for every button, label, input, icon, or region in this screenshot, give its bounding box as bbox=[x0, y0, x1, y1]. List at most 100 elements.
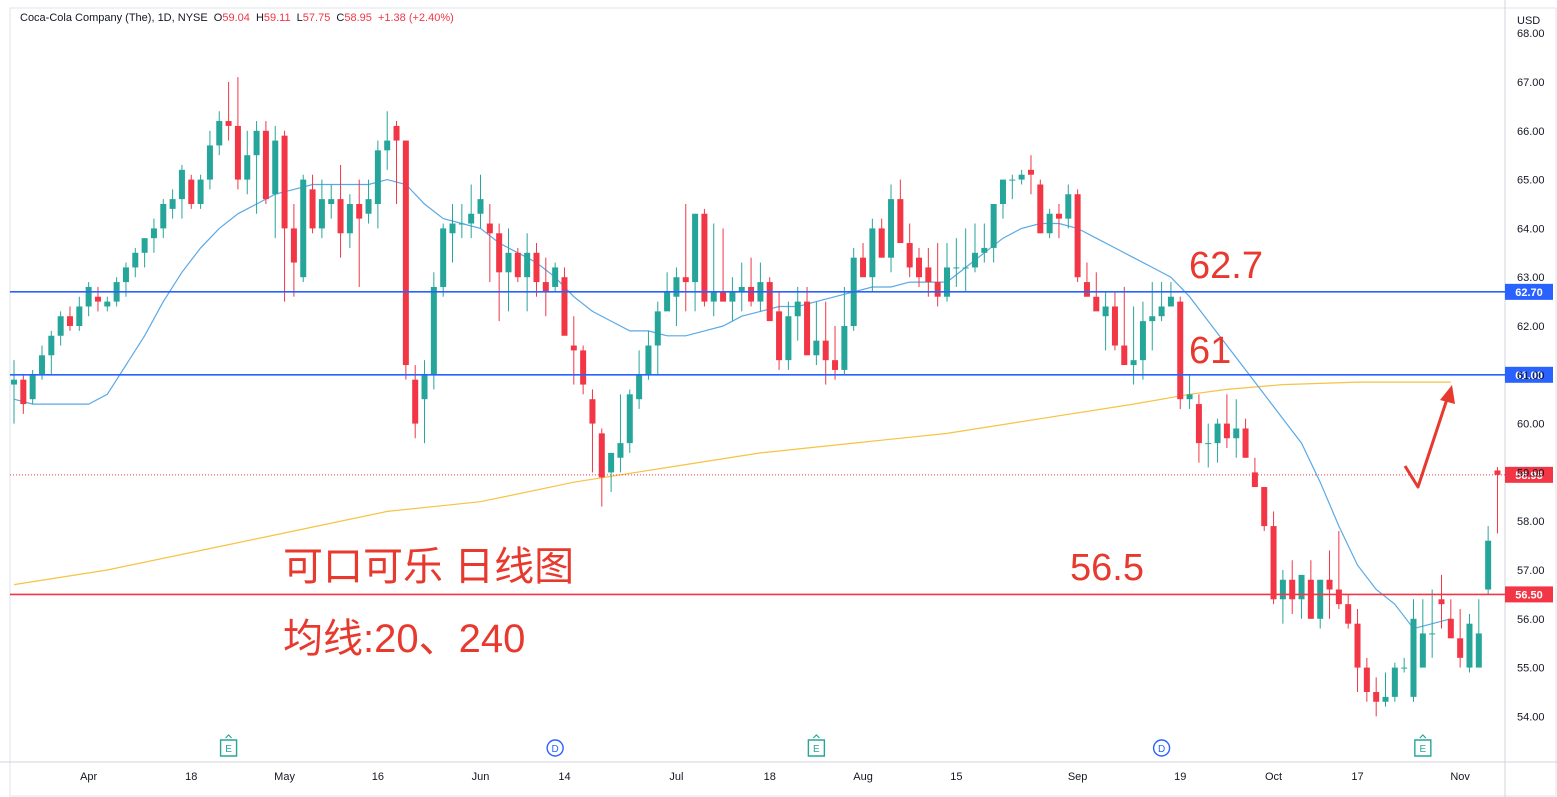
annotation-level-56-5: 56.5 bbox=[1070, 547, 1144, 589]
event-letter: D bbox=[552, 744, 559, 755]
x-tick-label: Sep bbox=[1068, 771, 1088, 783]
exchange: NYSE bbox=[177, 12, 208, 24]
candle-body bbox=[1335, 589, 1342, 605]
annotation-title: 可口可乐 日线图 bbox=[283, 545, 574, 589]
candle-body bbox=[449, 223, 456, 234]
event-letter: E bbox=[1419, 744, 1426, 755]
interval[interactable]: 1D bbox=[157, 12, 172, 24]
candle-body bbox=[356, 204, 363, 219]
candle-body bbox=[477, 199, 484, 214]
candle bbox=[1018, 169, 1025, 185]
candle bbox=[1177, 296, 1184, 409]
candle-body bbox=[682, 277, 689, 283]
y-tick-label: 64.00 bbox=[1517, 223, 1545, 235]
candle bbox=[1251, 457, 1258, 488]
candle-body bbox=[1270, 526, 1277, 600]
candle-body bbox=[1186, 394, 1193, 400]
candle-body bbox=[1363, 667, 1370, 692]
candle bbox=[421, 360, 428, 444]
time-axis: Apr 18 May 16 Jun 14 Jul 18 Aug 15 Sep 19 Oct 17 Nov bbox=[80, 771, 1470, 783]
candle-body bbox=[580, 350, 587, 385]
candle bbox=[262, 121, 269, 204]
candle-body bbox=[962, 267, 969, 269]
candle-body bbox=[916, 257, 923, 278]
y-tick-label: 62.00 bbox=[1517, 321, 1545, 333]
earnings-caret bbox=[225, 734, 233, 739]
candle-body bbox=[85, 286, 92, 307]
candle bbox=[1447, 599, 1454, 639]
candle-body bbox=[1149, 316, 1156, 322]
level-tag-text: 61.00 bbox=[1515, 370, 1543, 382]
candle bbox=[85, 282, 92, 317]
candle-body bbox=[1382, 696, 1389, 702]
candle-body bbox=[692, 213, 699, 283]
candle bbox=[1065, 184, 1072, 229]
candle bbox=[1485, 526, 1492, 595]
candle-body bbox=[178, 169, 185, 200]
candle bbox=[486, 204, 493, 283]
candle bbox=[11, 360, 17, 424]
event-marker-e: E bbox=[1414, 734, 1432, 757]
candle bbox=[29, 369, 36, 405]
event-marker-e: E bbox=[807, 734, 826, 757]
ma20-layer bbox=[13, 178, 1451, 630]
x-tick-label: 19 bbox=[1174, 771, 1186, 783]
candle bbox=[328, 184, 335, 219]
low-label: L bbox=[296, 12, 303, 24]
y-tick-label: 68.00 bbox=[1517, 28, 1545, 40]
candle bbox=[290, 204, 297, 297]
candle bbox=[1270, 511, 1277, 605]
candle-body bbox=[944, 267, 950, 297]
horizontal-lines-layer bbox=[10, 291, 1505, 596]
candle-body bbox=[934, 282, 941, 297]
candle-body bbox=[1447, 618, 1454, 639]
candle-body bbox=[1485, 540, 1492, 590]
candle bbox=[589, 389, 596, 473]
candle-body bbox=[598, 433, 605, 478]
annotation-level-62-7: 62.7 bbox=[1189, 245, 1263, 287]
candle-body bbox=[104, 301, 111, 307]
x-tick-label: Jul bbox=[669, 771, 683, 783]
candle bbox=[122, 262, 129, 297]
candle-body bbox=[1419, 633, 1426, 668]
candle bbox=[542, 257, 549, 317]
symbol-name[interactable]: Coca-Cola Company (The) bbox=[20, 12, 152, 24]
candle bbox=[412, 365, 419, 439]
x-tick-label: 14 bbox=[558, 771, 570, 783]
y-tick-label: 58.00 bbox=[1517, 516, 1545, 528]
candle-body bbox=[29, 374, 36, 400]
candle-body bbox=[458, 223, 465, 225]
candle bbox=[430, 272, 437, 390]
candle bbox=[244, 130, 251, 195]
candle bbox=[1074, 189, 1081, 283]
candle-body bbox=[524, 252, 531, 278]
candle bbox=[944, 243, 950, 302]
earnings-icon bbox=[219, 739, 238, 757]
candle bbox=[94, 286, 101, 312]
candle-body bbox=[1195, 404, 1202, 444]
candle-body bbox=[505, 252, 512, 273]
candle bbox=[841, 286, 848, 375]
candle bbox=[869, 218, 876, 292]
candle-body bbox=[225, 121, 232, 126]
candle-body bbox=[468, 213, 475, 224]
candle bbox=[832, 326, 839, 380]
candle-body bbox=[57, 316, 64, 336]
candle-body bbox=[1233, 428, 1240, 439]
candle bbox=[1009, 174, 1016, 200]
candle bbox=[234, 77, 241, 190]
candle-body bbox=[1289, 579, 1296, 600]
candle bbox=[729, 277, 736, 322]
candle-body bbox=[1065, 194, 1072, 219]
candle-body bbox=[337, 199, 344, 234]
candle-body bbox=[272, 140, 279, 195]
candle bbox=[458, 204, 465, 239]
candle bbox=[971, 223, 978, 273]
candle-body bbox=[906, 243, 913, 268]
last-price-tag-text: 58.95 bbox=[1515, 470, 1543, 482]
candle-body bbox=[234, 125, 241, 180]
candle-body bbox=[122, 267, 129, 283]
candle-body bbox=[766, 282, 773, 322]
